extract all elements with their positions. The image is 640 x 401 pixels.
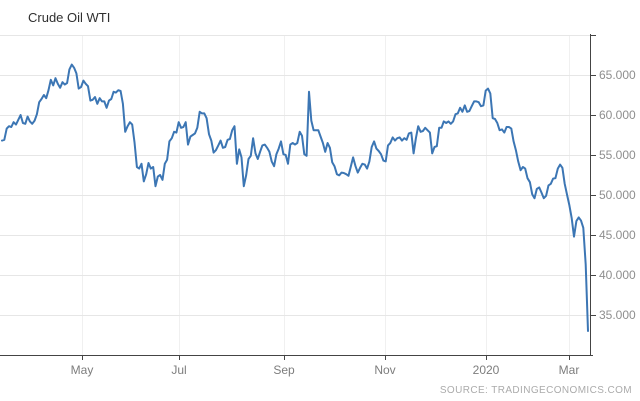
y-axis-label: 60.000 [599,108,636,122]
y-axis-label: 65.000 [599,68,636,82]
x-axis-label: Mar [559,363,580,377]
x-axis-label: 2020 [473,363,500,377]
y-axis-label: 50.000 [599,188,636,202]
source-link[interactable]: SOURCE: TRADINGECONOMICS.COM [439,385,632,396]
chart-title: Crude Oil WTI [28,10,111,25]
y-axis-label: 45.000 [599,228,636,242]
x-axis-label: Nov [374,363,395,377]
x-axis-label: May [71,363,94,377]
x-axis-label: Jul [171,363,186,377]
y-axis-label: 40.000 [599,268,636,282]
price-line-series[interactable] [1,63,589,332]
y-axis-label: 35.000 [599,308,636,322]
x-axis-label: Sep [273,363,295,377]
y-axis-label: 55.000 [599,148,636,162]
